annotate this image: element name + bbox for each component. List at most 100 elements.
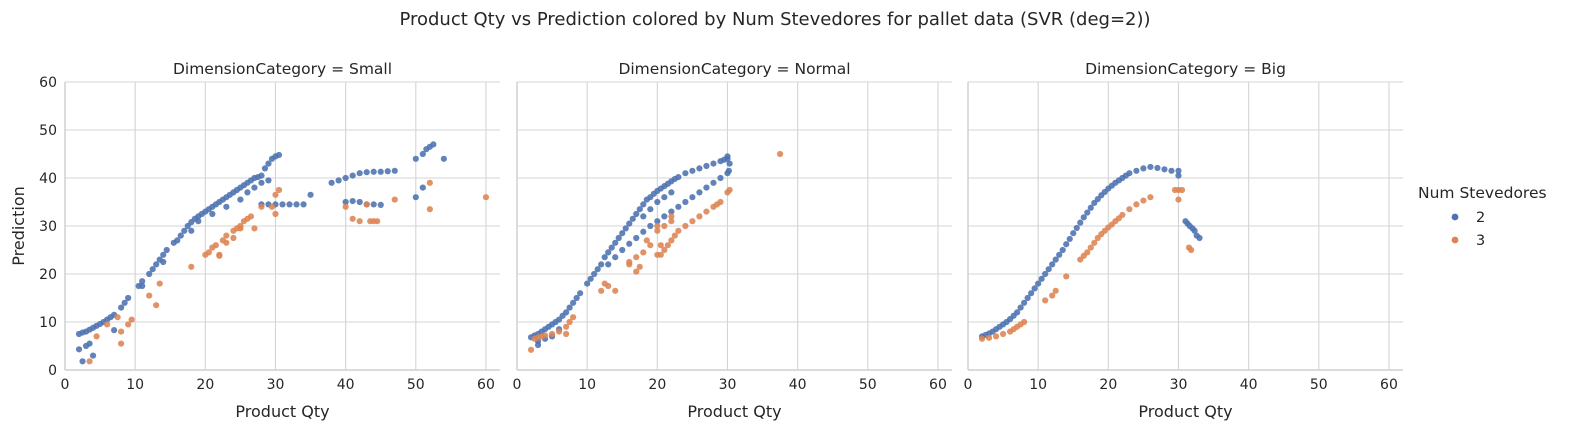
data-point [724, 153, 731, 160]
data-point [640, 249, 647, 256]
x-tick-label: 10 [1029, 377, 1047, 393]
data-point [601, 254, 608, 261]
data-point [1066, 235, 1073, 243]
data-point [654, 227, 661, 234]
data-point [556, 328, 563, 335]
data-point [626, 220, 633, 227]
data-point [160, 258, 167, 266]
data-point [654, 251, 661, 258]
data-point [654, 198, 661, 206]
data-point [566, 318, 573, 326]
data-point [377, 168, 384, 175]
data-point [1021, 318, 1028, 326]
data-point [1080, 214, 1087, 221]
data-point [1178, 186, 1186, 194]
data-point [689, 167, 696, 174]
data-point [1063, 273, 1070, 280]
data-point [1161, 166, 1168, 173]
data-point [279, 201, 286, 208]
data-point [633, 254, 640, 261]
data-point [265, 177, 272, 184]
data-point [992, 333, 1000, 340]
data-point [86, 340, 93, 347]
legend-title: Num Stevedores [1418, 184, 1547, 202]
data-point [978, 335, 986, 342]
y-tick-label: 50 [39, 123, 57, 139]
data-point [640, 201, 647, 208]
data-point [626, 240, 633, 247]
data-point [118, 304, 125, 311]
data-point [527, 346, 535, 353]
data-point [1045, 266, 1052, 273]
data-point [419, 150, 426, 158]
data-point [1084, 249, 1091, 256]
data-point [619, 246, 626, 254]
data-point [272, 191, 279, 198]
data-point [370, 168, 377, 175]
data-point [125, 294, 132, 302]
data-point [661, 246, 668, 254]
facet-title: DimensionCategory = Small [173, 60, 392, 78]
data-point [1191, 227, 1198, 234]
data-point [1017, 304, 1024, 311]
data-point [647, 242, 654, 249]
x-tick-label: 30 [1170, 377, 1188, 393]
data-point [633, 234, 640, 242]
x-axis-label: Product Qty [235, 402, 329, 421]
data-point [412, 155, 419, 162]
data-point [244, 189, 251, 196]
data-point [374, 218, 381, 225]
data-point [577, 290, 584, 297]
data-point [615, 234, 622, 242]
data-point [1147, 194, 1154, 201]
data-point [149, 266, 156, 273]
data-point [307, 191, 314, 198]
x-axis-label: Product Qty [1138, 402, 1232, 421]
y-tick-label: 30 [39, 219, 57, 235]
data-point [391, 196, 398, 203]
data-point [696, 189, 703, 196]
y-tick-label: 60 [39, 75, 57, 91]
data-point [128, 316, 135, 323]
data-point [1028, 290, 1035, 297]
data-point [534, 341, 542, 349]
data-point [570, 299, 577, 306]
data-point [636, 263, 643, 270]
data-point [1077, 219, 1084, 226]
data-point [440, 155, 447, 162]
data-point [1154, 164, 1161, 172]
data-point [591, 270, 598, 278]
data-point [363, 201, 370, 208]
data-point [605, 249, 612, 256]
data-point [640, 228, 647, 235]
data-point [696, 165, 703, 172]
data-point [153, 261, 160, 268]
data-point [163, 246, 170, 254]
data-point [1175, 196, 1182, 203]
facet-panel: DimensionCategory = Normal 0 10 20 30 40 50 60 P… [513, 60, 952, 421]
data-point [426, 179, 433, 186]
data-point [1084, 209, 1091, 216]
y-tick-label: 20 [39, 267, 57, 283]
data-point [268, 203, 276, 210]
facet-panels: DimensionCategory = Small 0 10 20 30 40 50 60 0 1… [39, 60, 1403, 421]
data-point [661, 222, 668, 230]
data-point [1147, 163, 1154, 171]
data-point [1196, 234, 1203, 242]
data-point [1059, 246, 1066, 254]
x-tick-label: 30 [267, 377, 285, 393]
data-point [573, 294, 580, 302]
data-point [1056, 251, 1063, 258]
data-point [356, 170, 363, 177]
legend-marker [1451, 236, 1459, 244]
x-tick-label: 40 [337, 377, 355, 393]
data-point [335, 177, 342, 184]
y-tick-label: 0 [48, 363, 57, 379]
data-point [668, 189, 675, 196]
facet-title: DimensionCategory = Big [1085, 60, 1286, 78]
series-2 [527, 153, 733, 349]
data-point [146, 270, 153, 278]
data-point [1188, 246, 1195, 254]
data-point [1070, 230, 1077, 237]
